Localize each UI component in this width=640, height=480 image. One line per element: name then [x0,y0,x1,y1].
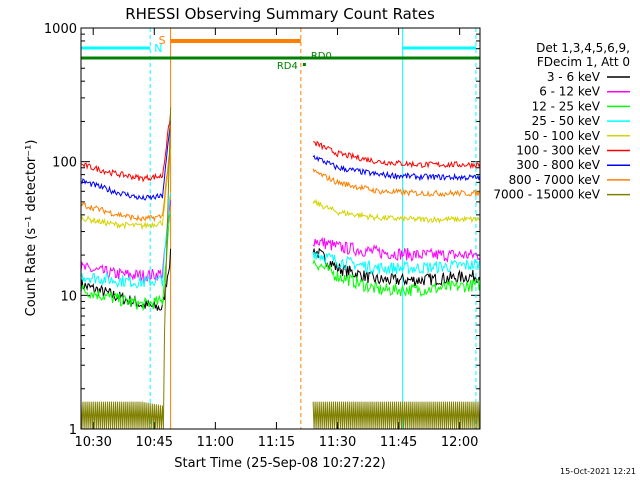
flag-rd4-label: RD4 [277,61,298,72]
legend-label: 50 - 100 keV [524,129,601,143]
series-line-1 [312,236,481,263]
plot-frame [80,27,481,430]
legend-label: 300 - 800 keV [516,158,600,172]
y-tick-label: 100 [52,156,77,171]
series-line-8 [80,107,172,430]
series-line-4 [312,198,481,224]
legend-header-line-2: FDecim 1, Att 0 [537,55,630,69]
x-tick-label: 10:45 [136,435,173,450]
series-line-7 [312,168,481,197]
y-axis-label: Count Rate (s⁻¹ detector⁻¹) [24,140,39,317]
legend-label: 25 - 50 keV [532,114,601,128]
x-tick-label: 11:00 [197,435,234,450]
flag-rd0-label: RD0 [311,51,332,62]
footer-date: 15-Oct-2021 12:21 [560,467,636,476]
legend-label: 6 - 12 keV [539,85,601,99]
series-line-0 [312,247,481,287]
chart-title: RHESSI Observing Summary Count Rates [125,5,435,23]
series-line-4 [80,148,172,231]
series-line-2 [80,213,172,311]
x-axis-label: Start Time (25-Sep-08 10:27:22) [174,456,385,471]
series-line-1 [80,200,172,284]
legend-label: 7000 - 15000 keV [493,188,600,202]
x-tick-label: 12:00 [441,435,478,450]
series-line-7 [80,139,172,223]
x-tick-label: 10:30 [74,435,111,450]
flag-s-label: S [159,34,166,47]
flag-rd-marker [302,63,306,66]
x-tick-label: 11:15 [258,435,295,450]
series-line-3 [312,251,481,276]
series-line-8 [312,401,481,430]
x-tick-label: 11:45 [380,435,417,450]
series-line-5 [313,140,481,170]
flag-n-label: N [154,42,162,55]
legend-label: 100 - 300 keV [516,144,600,158]
series-line-6 [312,154,481,182]
series-line-2 [312,258,481,298]
series-line-3 [80,193,172,289]
y-tick-label: 10 [60,289,77,304]
legend-label: 800 - 7000 keV [509,173,601,187]
series-line-5 [80,112,172,183]
y-tick-label: 1000 [44,22,77,37]
legend-label: 3 - 6 keV [547,70,601,84]
plot-area: 10:30 10:45 11:00 11:15 11:30 11:45 12:00 1 10 10… [44,22,481,450]
x-tick-label: 11:30 [319,435,356,450]
legend-label: 12 - 25 keV [532,99,601,113]
series-line-6 [80,120,172,201]
y-tick-label: 1 [69,423,77,438]
legend-header-line-1: Det 1,3,4,5,6,9, [536,41,630,55]
